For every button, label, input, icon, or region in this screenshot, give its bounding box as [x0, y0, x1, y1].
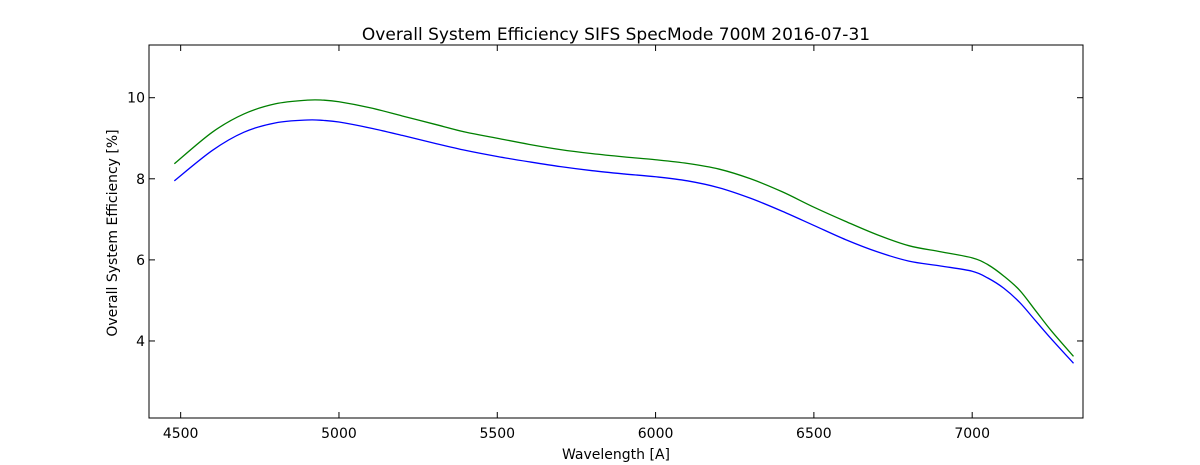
x-axis-label: Wavelength [A] [562, 447, 670, 463]
y-tick-label: 10 [127, 91, 145, 107]
y-axis-label: Overall System Efficiency [%] [105, 129, 121, 336]
x-tick-label: 4500 [163, 426, 199, 442]
x-tick-label: 6500 [796, 426, 832, 442]
series-layer [173, 99, 1074, 364]
x-tick-label: 7000 [954, 426, 990, 442]
x-tick-label: 5500 [479, 426, 515, 442]
series-line-1 [173, 119, 1074, 364]
y-tick-label: 4 [136, 334, 145, 350]
x-tick-label: 6000 [638, 426, 674, 442]
y-tick-label: 6 [136, 253, 145, 269]
x-tick-label: 5000 [321, 426, 357, 442]
plot-area-frame [148, 44, 1084, 419]
series-line-2 [173, 99, 1074, 357]
axis-ticks: 4500 5000 5500 6000 6500 7000 4 6 8 10 [127, 45, 1083, 442]
y-tick-label: 8 [136, 172, 145, 188]
chart-title: Overall System Efficiency SIFS SpecMode … [362, 25, 870, 45]
